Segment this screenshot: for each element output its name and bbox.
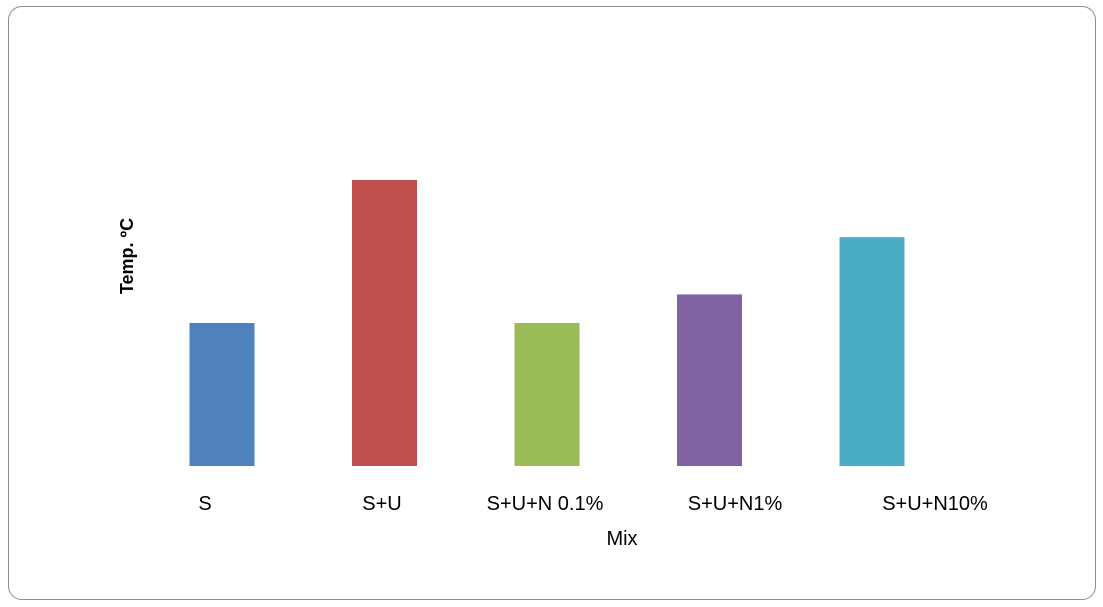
x-tick-labels: S S+U S+U+N 0.1% S+U+N1% S+U+N10%: [198, 493, 988, 515]
bar-3: [677, 294, 742, 466]
x-tick-label-2: S+U+N 0.1%: [487, 493, 604, 515]
x-axis-title: Mix: [606, 528, 637, 550]
x-tick-label-3: S+U+N1%: [688, 493, 783, 515]
bar-4: [839, 237, 905, 466]
bar-1: [352, 180, 417, 466]
x-tick-label-0: S: [198, 493, 211, 515]
x-tick-label-4: S+U+N10%: [882, 493, 988, 515]
bar-0: [189, 323, 255, 466]
bars-group: [189, 180, 905, 466]
x-tick-label-1: S+U: [362, 493, 401, 515]
bar-2: [514, 323, 580, 466]
y-axis-title: Temp. ºC: [117, 218, 137, 294]
chart-frame: [8, 6, 1096, 600]
